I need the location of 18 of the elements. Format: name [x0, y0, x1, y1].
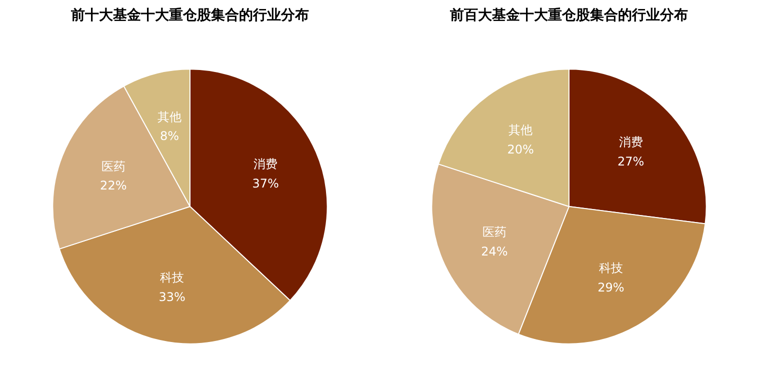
- slice-label: 其他: [508, 122, 533, 137]
- slice-label: 医药: [482, 225, 506, 240]
- slice-label: 科技: [160, 270, 184, 285]
- slice-label: 其他: [158, 110, 182, 124]
- data-label: 33%: [158, 290, 186, 304]
- data-label: 29%: [598, 280, 624, 294]
- slice-label: 医药: [101, 159, 126, 174]
- slice-label: 科技: [598, 261, 623, 276]
- data-label: 8%: [160, 129, 180, 144]
- data-label: 37%: [252, 176, 279, 190]
- slice-label: 消费: [618, 135, 643, 150]
- data-label: 24%: [481, 244, 508, 258]
- slice-label: 消费: [254, 157, 278, 172]
- data-label: 27%: [617, 154, 644, 168]
- data-label: 20%: [507, 142, 534, 156]
- data-label: 22%: [100, 178, 127, 193]
- chart-title: 前十大基金十大重仓股集合的行业分布: [70, 8, 309, 24]
- chart-title: 前百大基金十大重仓股集合的行业分布: [449, 8, 688, 24]
